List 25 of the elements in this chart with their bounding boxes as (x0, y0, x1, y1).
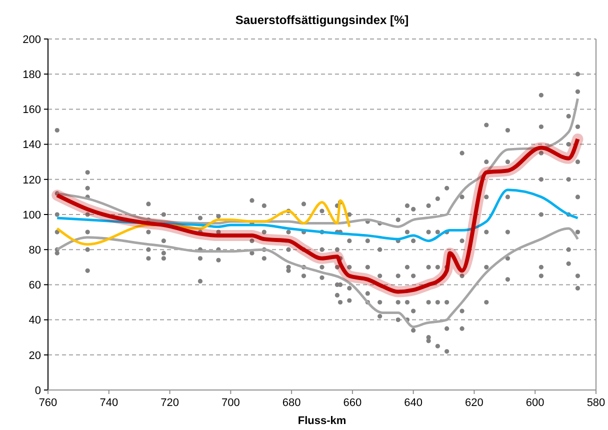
x-tick-label: 660 (343, 397, 362, 409)
y-tick-label: 140 (22, 139, 41, 152)
y-tick-label: 180 (22, 68, 41, 81)
y-tick-label: 0 (34, 384, 41, 397)
y-tick-label: 120 (22, 174, 41, 186)
x-axis-title: Fluss-km (298, 415, 346, 427)
y-tick-label: 80 (28, 244, 41, 256)
y-tick-label: 100 (22, 209, 41, 222)
y-tick-label: 40 (28, 314, 41, 327)
y-tick-label: 160 (22, 104, 41, 116)
x-tick-label: 700 (221, 397, 240, 409)
x-tick-label: 720 (160, 397, 179, 409)
x-tick-label: 680 (282, 397, 301, 409)
line-series (56, 188, 579, 242)
chart-title: Sauerstoffsättigungsindex [%] (235, 13, 409, 27)
x-tick-label: 600 (526, 397, 544, 409)
x-tick-label: 740 (100, 397, 118, 409)
x-tick-label: 620 (465, 397, 484, 409)
y-tick-label: 20 (28, 350, 41, 362)
x-tick-label: 580 (586, 397, 606, 409)
y-tick-label: 60 (28, 280, 41, 292)
line-series (56, 199, 351, 246)
y-tick-label: 200 (22, 34, 41, 46)
x-tick-label: 640 (404, 397, 423, 409)
x-tick-label: 760 (38, 397, 58, 409)
